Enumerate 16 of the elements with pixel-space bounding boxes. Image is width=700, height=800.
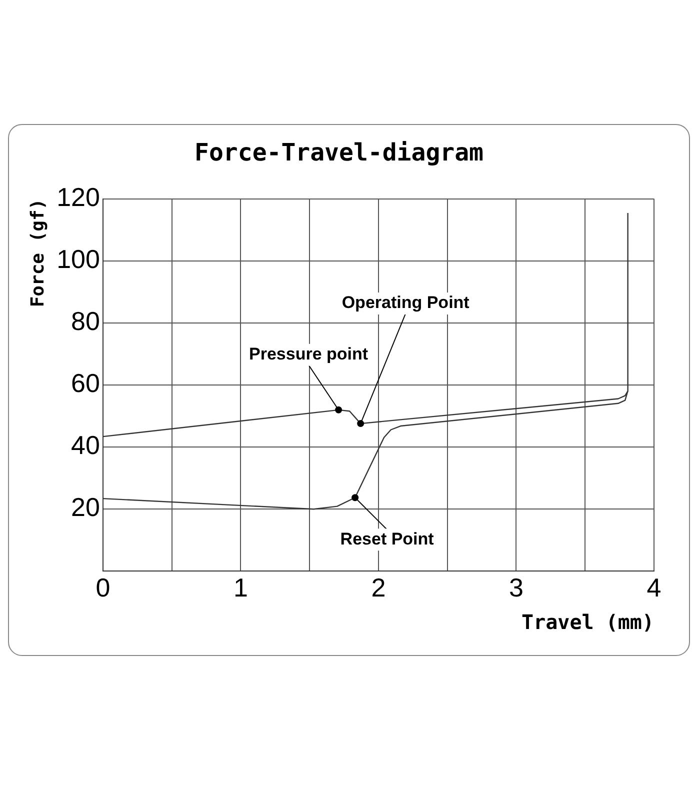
x-tick-label: 4	[646, 572, 662, 603]
y-tick-label: 120	[56, 182, 100, 212]
y-tick-label: 40	[71, 430, 100, 460]
y-axis-title: Force (gf)	[27, 198, 48, 308]
y-tick-label: 80	[71, 306, 100, 336]
x-tick-label: 2	[371, 572, 386, 603]
chart-title: Force-Travel-diagram	[194, 138, 484, 167]
x-tick-label: 0	[96, 572, 110, 603]
x-axis-title: Travel (mm)	[522, 610, 654, 634]
y-tick-label: 20	[71, 492, 100, 522]
x-tick-label: 3	[509, 572, 524, 603]
x-tick-label: 1	[234, 572, 248, 603]
annotation: Reset Point	[340, 529, 434, 548]
annotation: Operating Point	[342, 293, 470, 312]
y-tick-label: 100	[56, 244, 100, 274]
y-tick-label: 60	[71, 368, 100, 398]
